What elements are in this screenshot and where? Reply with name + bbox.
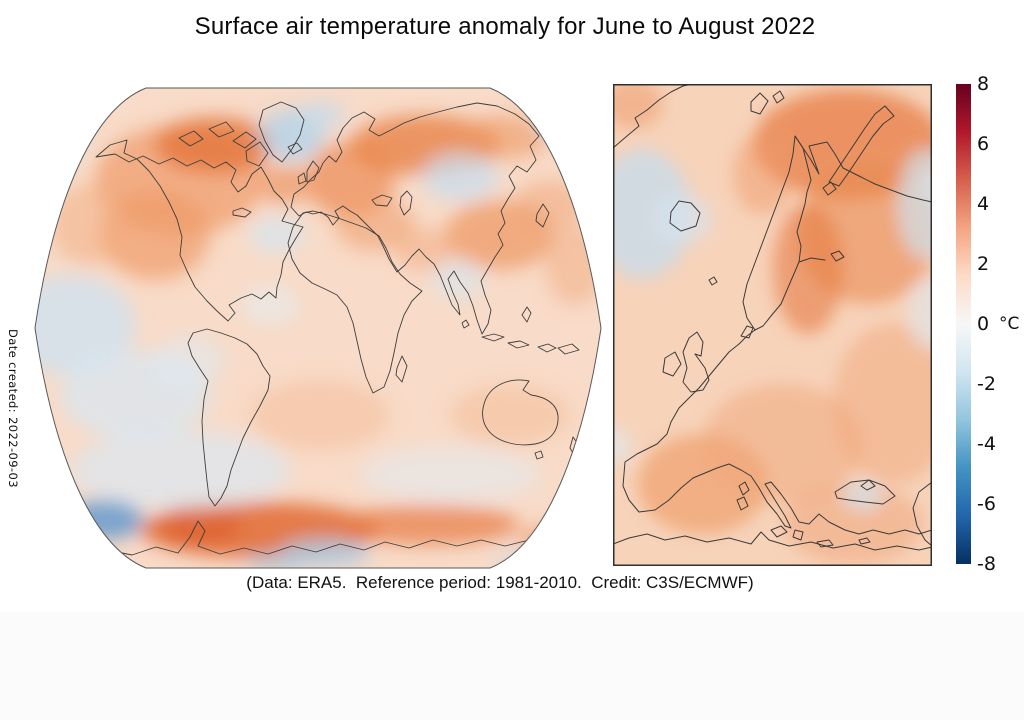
colorbar-tick-m4: -4 xyxy=(977,433,996,455)
footer-band: ★★★★★★★★★★★★ PROGRAMME OF THE EUROPEAN U… xyxy=(0,612,1024,720)
data-credit-caption: (Data: ERA5. Reference period: 1981-2010… xyxy=(246,573,754,592)
europe-coastlines xyxy=(613,84,932,551)
world-map xyxy=(34,87,602,569)
colorbar-tick-m6: -6 xyxy=(977,493,996,515)
colorbar-tick-6: 6 xyxy=(977,133,990,155)
europe-map-border xyxy=(613,84,932,566)
world-anomaly-field xyxy=(35,101,601,568)
colorbar-tick-m8: -8 xyxy=(977,553,996,575)
colorbar-tick-4: 4 xyxy=(977,193,990,215)
colorbar-tick-m2: -2 xyxy=(977,373,996,395)
colorbar-unit: °C xyxy=(999,314,1020,334)
anomaly-colorbar xyxy=(956,84,971,564)
colorbar-tick-0: 0 xyxy=(977,313,990,335)
europe-map xyxy=(613,84,932,566)
colorbar-tick-8: 8 xyxy=(977,73,990,95)
world-coastlines xyxy=(84,101,580,559)
date-created-note: Date created: 2022-09-03 xyxy=(6,329,20,488)
europe-anomaly-field xyxy=(613,84,932,564)
projection-outline xyxy=(34,87,602,569)
figure-title: Surface air temperature anomaly for June… xyxy=(194,13,816,40)
colorbar-tick-2: 2 xyxy=(977,253,990,275)
